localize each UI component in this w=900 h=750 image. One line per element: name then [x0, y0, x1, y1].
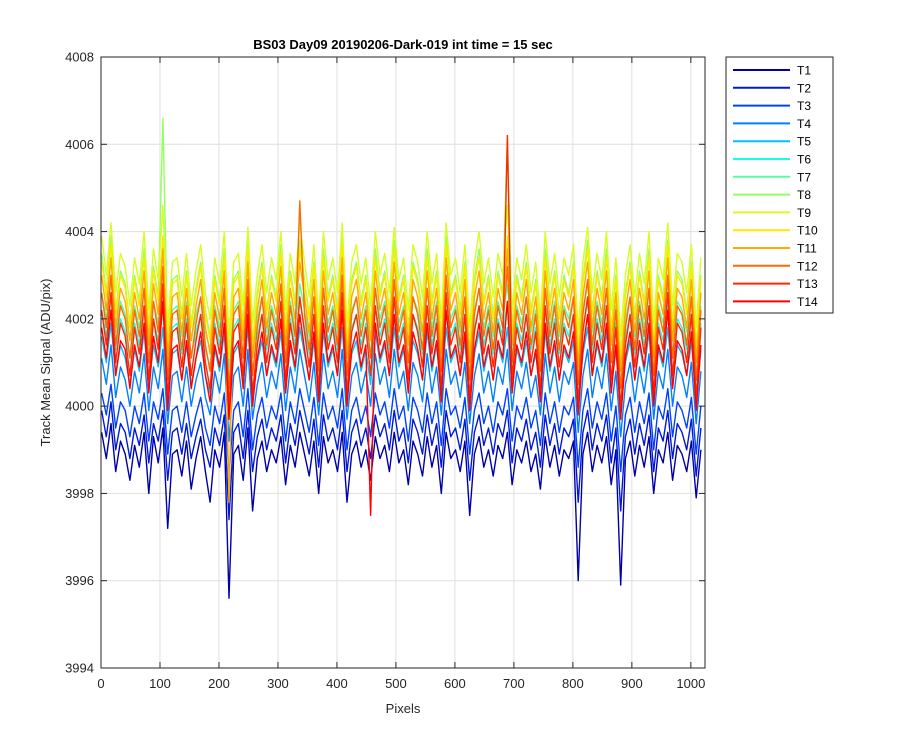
x-tick-label: 400	[326, 676, 348, 691]
legend-label-t14: T14	[797, 295, 818, 309]
legend-label-t2: T2	[797, 81, 811, 95]
x-tick-label: 600	[444, 676, 466, 691]
legend-label-t7: T7	[797, 170, 811, 184]
legend-label-t13: T13	[797, 277, 818, 291]
legend-label-t11: T11	[797, 242, 817, 256]
x-tick-label: 200	[208, 676, 230, 691]
legend-label-t12: T12	[797, 259, 818, 273]
plot-area	[101, 57, 705, 668]
series-line-t3	[101, 383, 702, 477]
legend: T1 T2 T3 T4 T5 T6 T7 T8 T9 T10 T11 T12 T13 T14	[725, 56, 834, 314]
series-line-t2	[101, 401, 702, 521]
x-tick-label: 900	[621, 676, 643, 691]
y-tick-label: 3996	[65, 573, 94, 588]
x-tick-label: 500	[385, 676, 407, 691]
y-tick-label: 4006	[65, 137, 94, 152]
y-tick-label: 3998	[65, 486, 94, 501]
legend-label-t6: T6	[797, 153, 811, 167]
x-tick-label: 0	[97, 676, 104, 691]
legend-label-t9: T9	[797, 206, 811, 220]
legend-label-t8: T8	[797, 188, 811, 202]
series-line-t10	[101, 235, 702, 359]
x-tick-label: 1000	[676, 676, 705, 691]
legend-label-t1: T1	[797, 64, 811, 78]
x-axis-label: Pixels	[386, 701, 421, 716]
legend-box	[725, 56, 834, 314]
legend-label-t10: T10	[797, 224, 818, 238]
y-tick-label: 4004	[65, 224, 94, 239]
y-tick-label: 3994	[65, 661, 94, 676]
chart-title: BS03 Day09 20190206-Dark-019 int time = …	[253, 37, 553, 52]
series-line-t13	[101, 134, 702, 407]
plot-frame	[100, 56, 706, 669]
x-tick-label: 300	[267, 676, 289, 691]
x-tick-label: 100	[149, 676, 171, 691]
series-line-t12	[101, 200, 702, 390]
x-tick-label: 800	[562, 676, 584, 691]
series-line-t1	[101, 422, 702, 599]
y-tick-label: 4002	[65, 311, 94, 326]
series-line-t9	[101, 204, 702, 337]
x-tick-label: 700	[503, 676, 525, 691]
y-axis-label: Track Mean Signal (ADU/pix)	[38, 279, 53, 447]
legend-label-t5: T5	[797, 135, 811, 149]
series-line-t5	[101, 322, 702, 416]
legend-label-t4: T4	[797, 117, 811, 131]
axis-ticks: 0 100 200 300 400 500 600 700 800 900 1000 3994 3996…	[65, 50, 705, 692]
series-group	[101, 117, 702, 599]
series-line-t11	[101, 248, 702, 503]
series-line-t14	[101, 300, 702, 516]
series-line-t4	[101, 344, 702, 442]
legend-label-t3: T3	[797, 99, 811, 113]
y-tick-label: 4000	[65, 399, 94, 414]
y-tick-label: 4008	[65, 50, 94, 65]
